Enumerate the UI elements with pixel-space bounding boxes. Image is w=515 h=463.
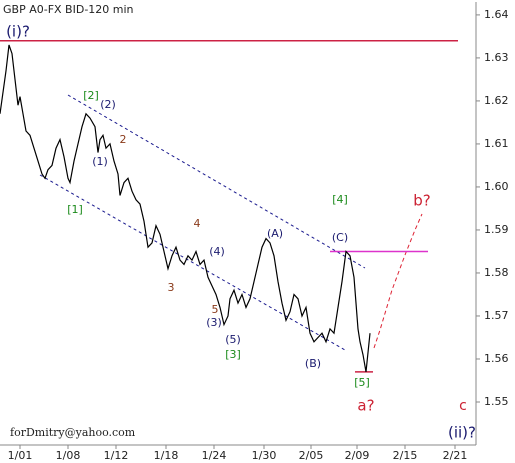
- wave-label: (C): [332, 231, 348, 244]
- wave-label: (3): [206, 316, 222, 329]
- wave-label: a?: [357, 397, 374, 415]
- wave-label: (A): [267, 227, 283, 240]
- wave-label: [4]: [332, 193, 348, 206]
- wave-label: [3]: [225, 348, 241, 361]
- wave-label: (5): [225, 333, 241, 346]
- watermark: forDmitry@yahoo.com: [10, 426, 136, 439]
- y-tick-label: 1.64: [484, 8, 509, 21]
- wave-label: [2]: [83, 89, 99, 102]
- y-tick-label: 1.59: [484, 223, 509, 236]
- wave-label: [5]: [354, 376, 370, 389]
- wave-label: (ii)?: [448, 424, 476, 442]
- x-tick-label: 1/24: [202, 449, 227, 462]
- price-line: [0, 44, 371, 373]
- y-tick-label: 1.57: [484, 309, 509, 322]
- chart-title: GBP A0-FX BID-120 min: [3, 3, 134, 16]
- wave-label: 3: [168, 281, 175, 294]
- x-tick-label: 1/01: [8, 449, 33, 462]
- wave-label: b?: [413, 192, 430, 210]
- wave-label: 2: [120, 133, 127, 146]
- x-tick-label: 2/05: [299, 449, 324, 462]
- channel-lower: [39, 174, 346, 351]
- y-tick-label: 1.60: [484, 180, 509, 193]
- y-tick-label: 1.56: [484, 352, 509, 365]
- x-tick-label: 1/30: [252, 449, 277, 462]
- wave-label: (1): [92, 155, 108, 168]
- y-tick-label: 1.55: [484, 395, 509, 408]
- y-tick-label: 1.61: [484, 137, 509, 150]
- y-tick-label: 1.62: [484, 94, 509, 107]
- x-tick-label: 2/09: [345, 449, 370, 462]
- x-tick-label: 1/18: [154, 449, 179, 462]
- wave-label: 5: [212, 303, 219, 316]
- x-tick-label: 2/21: [443, 449, 468, 462]
- wave-label: (i)?: [6, 23, 30, 41]
- y-tick-label: 1.58: [484, 266, 509, 279]
- wave-label: 4: [194, 217, 201, 230]
- x-tick-label: 1/12: [104, 449, 129, 462]
- x-tick-label: 2/15: [393, 449, 418, 462]
- x-tick-label: 1/08: [56, 449, 81, 462]
- wave-label: (2): [100, 98, 116, 111]
- wave-label: c: [459, 398, 467, 414]
- wave-label: (B): [305, 357, 321, 370]
- wave-label: [1]: [67, 203, 83, 216]
- forecast-path: [373, 213, 423, 349]
- wave-label: (4): [209, 245, 225, 258]
- y-tick-label: 1.63: [484, 51, 509, 64]
